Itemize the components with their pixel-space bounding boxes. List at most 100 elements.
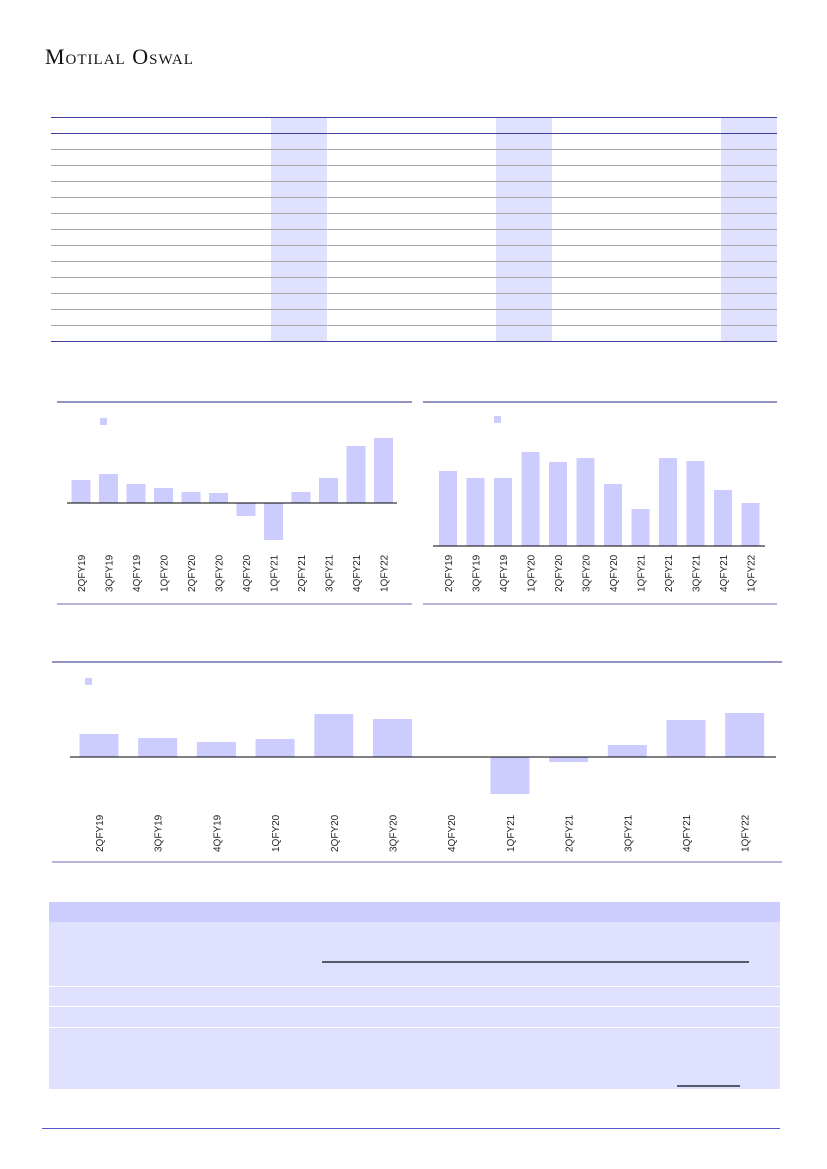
table-rule	[51, 197, 777, 198]
x-tick-label: 2QFY20	[330, 814, 341, 852]
table-rule	[51, 293, 777, 294]
x-tick-label: 4QFY19	[132, 554, 143, 592]
bar-1QFY20	[255, 739, 295, 757]
legend-swatch	[100, 418, 107, 425]
table-rule	[51, 341, 777, 342]
divider	[322, 961, 749, 963]
x-tick-label: 2QFY20	[554, 554, 565, 592]
bar-4QFY19	[126, 484, 146, 503]
x-tick-label: 1QFY22	[380, 554, 391, 592]
bar-4QFY19	[494, 478, 512, 546]
bar-2QFY21	[549, 757, 589, 762]
info-box-header	[49, 902, 780, 922]
table-rule	[51, 165, 777, 166]
footer-rule	[42, 1128, 780, 1129]
table-rule	[51, 149, 777, 150]
x-tick-label: 2QFY21	[565, 814, 576, 852]
bar-4QFY19	[196, 742, 236, 757]
x-tick-label: 2QFY19	[95, 814, 106, 852]
bar-4QFY21	[666, 720, 706, 757]
bar-1QFY21	[631, 509, 650, 546]
x-tick-label: 3QFY20	[582, 554, 593, 592]
bar-3QFY21	[319, 478, 338, 503]
brand-logo: Motilal Oswal	[45, 44, 194, 69]
bar-2QFY20	[181, 492, 201, 503]
table-rule	[51, 181, 777, 182]
x-tick-label: 4QFY19	[212, 814, 223, 852]
bar-1QFY20	[154, 488, 173, 503]
x-tick-label: 1QFY22	[741, 814, 752, 852]
bar-2QFY21	[659, 458, 677, 546]
x-tick-label: 4QFY20	[609, 554, 620, 592]
x-tick-label: 1QFY20	[271, 814, 282, 852]
info-row	[49, 987, 780, 1006]
bar-3QFY21	[686, 461, 705, 546]
info-row	[49, 1007, 780, 1027]
x-tick-label: 1QFY20	[527, 554, 538, 592]
x-tick-label: 1QFY21	[270, 554, 281, 592]
x-tick-label: 4QFY21	[682, 814, 693, 852]
x-tick-label: 3QFY20	[215, 554, 226, 592]
bar-3QFY21	[607, 745, 647, 757]
table-rule	[51, 133, 777, 134]
info-row	[49, 1028, 780, 1089]
bar-1QFY22	[725, 713, 765, 757]
x-tick-label: 3QFY19	[472, 554, 483, 592]
bar-3QFY19	[99, 474, 118, 503]
divider	[677, 1085, 740, 1087]
bar-1QFY22	[374, 438, 393, 503]
x-tick-label: 2QFY19	[444, 554, 455, 592]
bar-3QFY19	[466, 478, 485, 546]
bar-4QFY21	[346, 446, 366, 503]
bar-1QFY21	[490, 757, 530, 794]
bar-3QFY20	[209, 493, 228, 503]
x-tick-label: 2QFY21	[664, 554, 675, 592]
x-tick-label: 3QFY21	[325, 554, 336, 592]
table-rule	[51, 213, 777, 214]
table-rule	[51, 261, 777, 262]
x-tick-label: 2QFY20	[187, 554, 198, 592]
x-tick-label: 3QFY21	[692, 554, 703, 592]
x-tick-label: 1QFY21	[637, 554, 648, 592]
bar-3QFY19	[138, 738, 178, 757]
bar-3QFY20	[576, 458, 595, 546]
x-tick-label: 2QFY19	[77, 554, 88, 592]
bar-2QFY19	[71, 480, 91, 503]
x-tick-label: 4QFY19	[499, 554, 510, 592]
x-tick-label: 3QFY19	[154, 814, 165, 852]
x-tick-label: 2QFY21	[297, 554, 308, 592]
bar-4QFY20	[236, 503, 256, 516]
bar-4QFY20	[604, 484, 622, 546]
x-tick-label: 4QFY20	[447, 814, 458, 852]
bar-4QFY21	[714, 490, 732, 546]
x-tick-label: 4QFY21	[719, 554, 730, 592]
bar-2QFY20	[314, 714, 354, 757]
bar-1QFY20	[521, 452, 540, 546]
table-rule	[51, 117, 777, 118]
x-tick-label: 1QFY22	[747, 554, 758, 592]
x-tick-label: 4QFY21	[352, 554, 363, 592]
table-rule	[51, 309, 777, 310]
legend-swatch	[494, 416, 501, 423]
bar-1QFY21	[264, 503, 283, 540]
x-tick-label: 3QFY20	[389, 814, 400, 852]
table-rule	[51, 229, 777, 230]
bar-2QFY20	[549, 462, 567, 546]
x-tick-label: 1QFY20	[160, 554, 171, 592]
table-rule	[51, 245, 777, 246]
bar-3QFY20	[373, 719, 412, 757]
bar-1QFY22	[741, 503, 760, 546]
table-rule	[51, 277, 777, 278]
x-tick-label: 3QFY21	[623, 814, 634, 852]
table-rule	[51, 325, 777, 326]
info-row	[49, 922, 780, 986]
x-tick-label: 4QFY20	[242, 554, 253, 592]
x-tick-label: 1QFY21	[506, 814, 517, 852]
legend-swatch	[85, 678, 92, 685]
bar-2QFY19	[79, 734, 119, 757]
bar-2QFY19	[439, 471, 457, 546]
bar-2QFY21	[291, 492, 311, 503]
x-tick-label: 3QFY19	[105, 554, 116, 592]
